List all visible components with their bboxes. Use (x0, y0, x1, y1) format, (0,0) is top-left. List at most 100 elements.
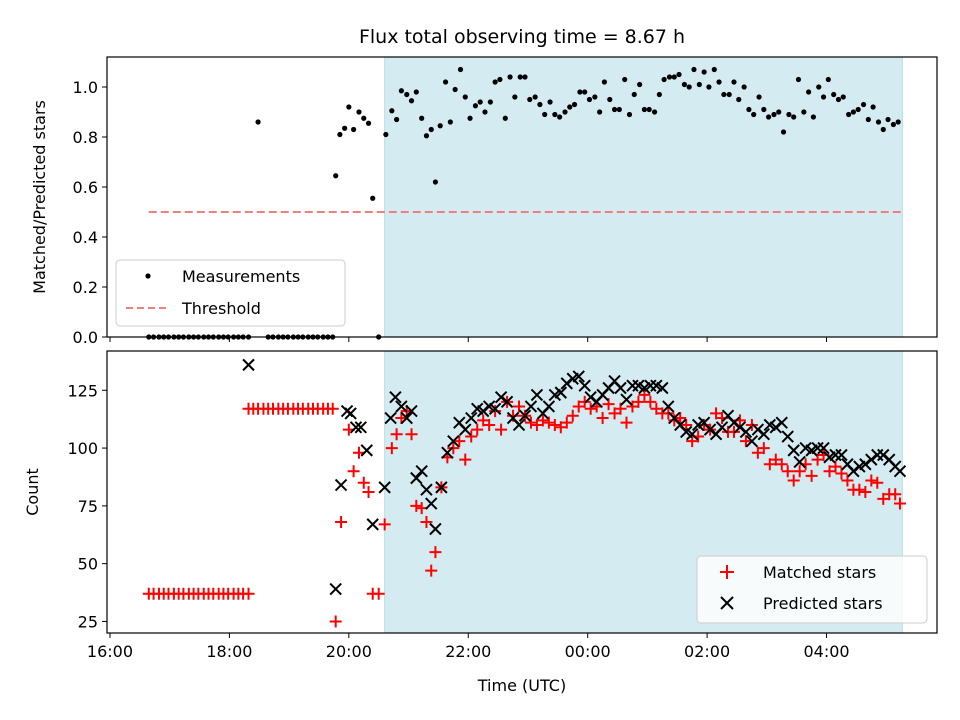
measurement-point (404, 91, 410, 98)
measurement-point (855, 106, 861, 113)
measurement-point (419, 115, 425, 121)
measurement-point (552, 111, 558, 118)
legend-measurements-marker (145, 273, 151, 279)
matched-star-point (859, 486, 872, 498)
measurement-point (736, 96, 742, 103)
matched-star-point (378, 518, 391, 531)
legend-predicted-marker (720, 596, 734, 610)
measurement-point (413, 89, 419, 95)
matched-star-point (632, 395, 645, 408)
predicted-star-point (715, 421, 729, 434)
ratio-panel: 0.0 0.2 0.4 0.6 0.8 1.0 Matched/Predicted sta… (30, 56, 938, 347)
measurement-point (423, 133, 430, 139)
measurement-point (512, 94, 518, 100)
measurement-point (361, 115, 367, 121)
matched-star-point (584, 402, 597, 415)
predicted-star-point (656, 381, 669, 395)
predicted-star-point (420, 483, 433, 496)
predicted-star-point (400, 411, 413, 425)
legend-measurements-label: Measurements (182, 267, 300, 286)
measurement-point (631, 91, 637, 98)
measurement-point (885, 116, 891, 123)
measurement-point (394, 116, 400, 123)
count-panel: 25 50 75 100 125 16:00 18:00 20:00 22:00 00:00 02… (23, 350, 938, 695)
measurement-point (457, 66, 464, 73)
measurement-point (462, 94, 468, 100)
measurement-point (370, 195, 376, 201)
measurement-point (816, 84, 822, 90)
matched-star-point (410, 499, 423, 512)
count-legend-box (696, 555, 928, 624)
predicted-star-point (441, 446, 454, 459)
count-y-tick-label: 125 (67, 381, 98, 400)
measurement-point (616, 106, 622, 113)
matched-star-point (536, 414, 549, 427)
predicted-star-point (488, 402, 502, 415)
measurement-point (801, 109, 807, 115)
measurement-point (741, 84, 747, 90)
measurement-point (756, 94, 762, 100)
matched-star-point (674, 412, 687, 425)
matched-star-point (739, 435, 752, 448)
x-tick-label: 16:00 (87, 642, 133, 661)
matched-star-point (483, 418, 496, 431)
predicted-star-point (512, 418, 526, 432)
matched-star-point (638, 388, 651, 401)
measurement-point (487, 99, 493, 105)
measurement-point (522, 74, 528, 80)
matched-star-point (680, 418, 693, 431)
measurement-point (806, 89, 812, 95)
measurement-point (865, 116, 871, 123)
count-y-tick-label: 25 (78, 612, 98, 631)
measurement-point (850, 109, 857, 115)
matched-star-point (793, 465, 806, 478)
count-y-label: Count (23, 468, 42, 516)
measurement-point (447, 119, 453, 125)
predicted-star-point (518, 409, 532, 422)
x-tick-label: 04:00 (803, 642, 849, 661)
predicted-star-point (329, 582, 342, 596)
measurement-point (428, 126, 434, 133)
matched-star-point (871, 476, 884, 489)
measurement-point (442, 79, 449, 85)
matched-star-point (865, 474, 878, 487)
measurement-point (780, 129, 787, 135)
measurement-point (601, 79, 608, 85)
measurement-point (825, 76, 831, 83)
legend-threshold-label: Threshold (181, 299, 261, 318)
predicted-star-point (817, 441, 830, 455)
ratio-plot-frame (106, 56, 938, 338)
predicted-star-point (242, 358, 255, 372)
measurement-point (820, 94, 827, 100)
measurement-point (651, 109, 658, 115)
measurement-point (656, 91, 662, 98)
ratio-y-axis: 0.0 0.2 0.4 0.6 0.8 1.0 (73, 78, 107, 347)
matched-star-point (787, 474, 800, 487)
measurement-point (766, 114, 772, 120)
predicted-star-point (893, 464, 907, 478)
measurement-point (711, 66, 717, 73)
matched-star-point (335, 516, 348, 529)
matched-star-point (757, 442, 770, 455)
predicted-star-point (415, 464, 428, 478)
matched-star-point (507, 409, 520, 422)
matched-star-point (560, 416, 573, 429)
measurement-point (637, 81, 643, 88)
measurement-point (840, 94, 846, 100)
matched-star-point (420, 516, 433, 529)
measurement-point (507, 74, 513, 80)
measurement-point (716, 79, 722, 85)
measurement-point (586, 96, 593, 103)
measurement-point (383, 131, 389, 138)
predicted-star-point (685, 428, 699, 441)
measurement-point (696, 81, 702, 88)
matched-star-point (602, 398, 615, 411)
predicted-star-point (395, 400, 408, 413)
measurement-point (731, 79, 737, 85)
x-tick-label: 02:00 (684, 642, 730, 661)
ratio-y-tick-label: 0.4 (73, 228, 98, 247)
measurement-point (895, 119, 901, 125)
matched-star-point (390, 428, 403, 441)
matched-star-point (513, 400, 526, 413)
